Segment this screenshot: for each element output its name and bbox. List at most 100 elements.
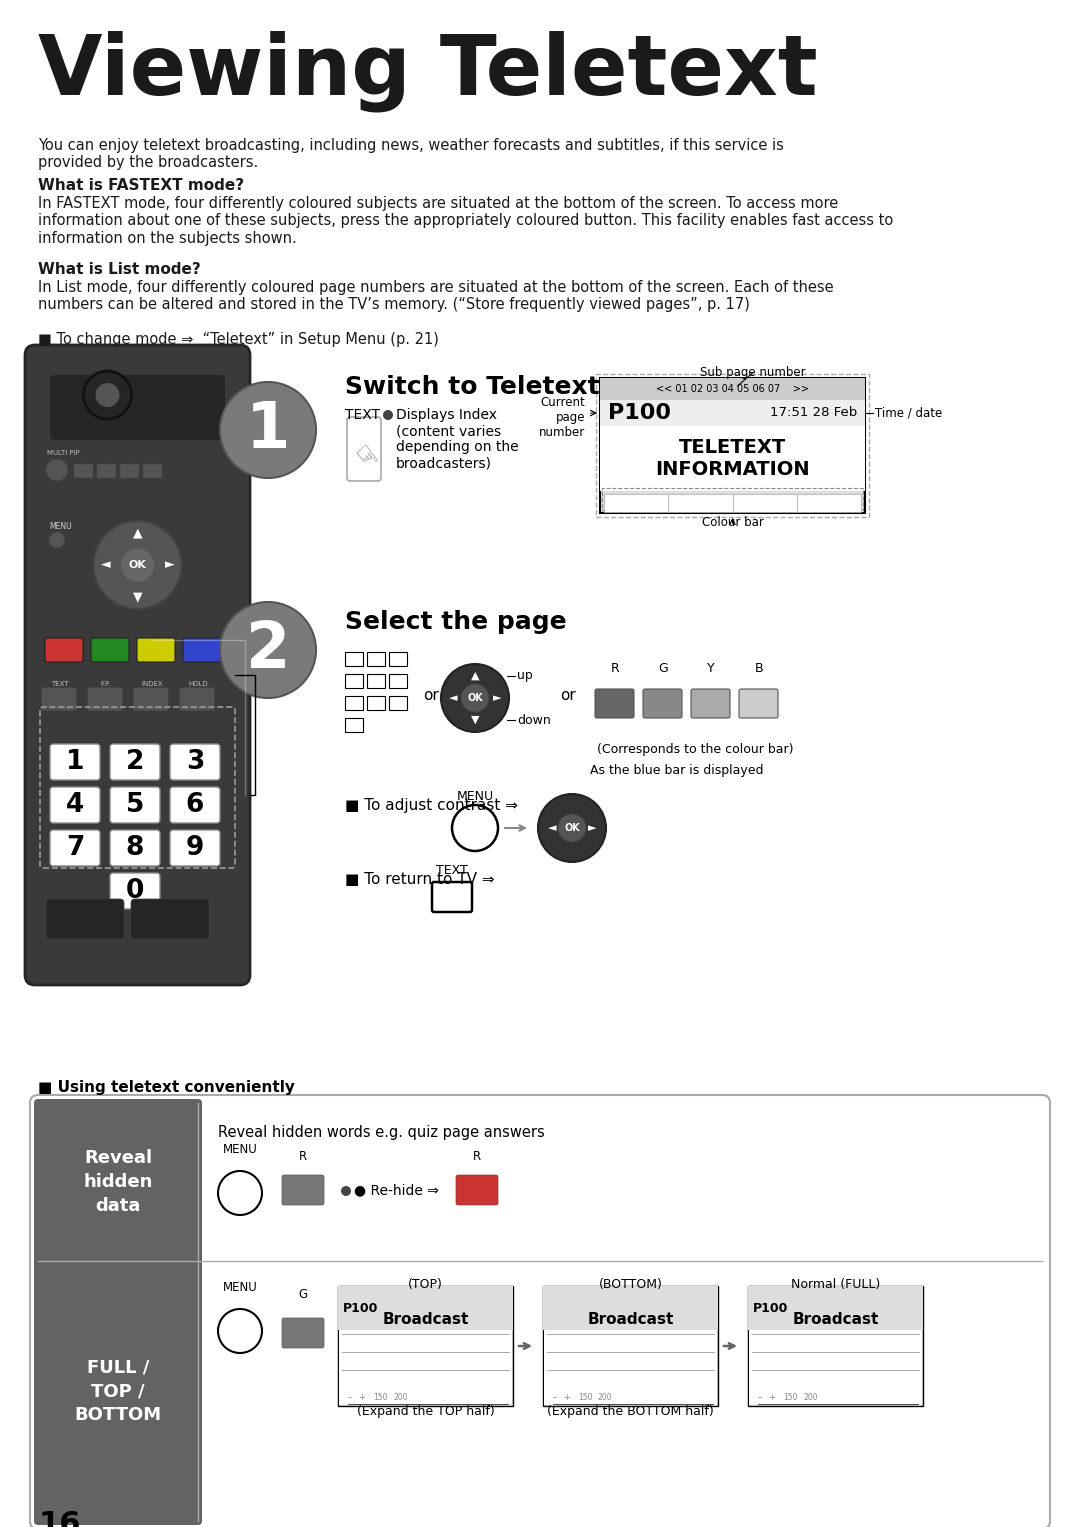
FancyBboxPatch shape bbox=[33, 1099, 202, 1264]
FancyBboxPatch shape bbox=[345, 696, 363, 710]
Circle shape bbox=[558, 814, 586, 841]
Text: 9: 9 bbox=[186, 835, 204, 861]
Text: 16: 16 bbox=[38, 1510, 81, 1527]
Text: TEXT: TEXT bbox=[51, 681, 69, 687]
Text: MENU: MENU bbox=[49, 522, 71, 531]
Text: 200: 200 bbox=[393, 1394, 407, 1402]
Text: Viewing Teletext: Viewing Teletext bbox=[38, 31, 818, 111]
Text: In FASTEXT mode, four differently coloured subjects are situated at the bottom o: In FASTEXT mode, four differently colour… bbox=[38, 195, 893, 246]
Text: 1: 1 bbox=[246, 399, 291, 461]
FancyBboxPatch shape bbox=[543, 1286, 718, 1406]
Text: Normal (FULL): Normal (FULL) bbox=[791, 1278, 880, 1290]
Text: 7: 7 bbox=[66, 835, 84, 861]
Text: +: + bbox=[563, 1394, 570, 1402]
Text: OK: OK bbox=[468, 693, 483, 702]
Text: Broadcast: Broadcast bbox=[793, 1313, 879, 1327]
FancyBboxPatch shape bbox=[282, 1318, 324, 1348]
Circle shape bbox=[461, 684, 489, 712]
FancyBboxPatch shape bbox=[134, 687, 168, 710]
Bar bbox=[600, 426, 865, 492]
Text: R: R bbox=[299, 1150, 307, 1164]
Text: ▲: ▲ bbox=[133, 527, 143, 539]
Text: INDEX: INDEX bbox=[141, 681, 163, 687]
Text: Displays Index
(content varies
depending on the
broadcasters): Displays Index (content varies depending… bbox=[396, 408, 518, 470]
Bar bbox=[604, 495, 669, 512]
Circle shape bbox=[220, 602, 316, 698]
Text: 200: 200 bbox=[598, 1394, 612, 1402]
FancyBboxPatch shape bbox=[389, 696, 407, 710]
Text: B: B bbox=[755, 663, 764, 675]
FancyBboxPatch shape bbox=[50, 744, 100, 780]
Text: down: down bbox=[517, 713, 551, 727]
Bar bbox=[543, 1286, 718, 1330]
Text: Colour bar: Colour bar bbox=[702, 516, 764, 528]
FancyBboxPatch shape bbox=[367, 696, 384, 710]
Text: You can enjoy teletext broadcasting, including news, weather forecasts and subti: You can enjoy teletext broadcasting, inc… bbox=[38, 137, 784, 171]
Text: G: G bbox=[298, 1287, 308, 1301]
Circle shape bbox=[453, 805, 498, 851]
Text: Sub page number: Sub page number bbox=[700, 366, 806, 379]
FancyBboxPatch shape bbox=[120, 464, 139, 478]
Text: FULL /
TOP /
BOTTOM: FULL / TOP / BOTTOM bbox=[75, 1359, 162, 1423]
Text: ■ To return to TV ⇒: ■ To return to TV ⇒ bbox=[345, 872, 495, 887]
Text: TELETEXT
INFORMATION: TELETEXT INFORMATION bbox=[656, 438, 810, 479]
Text: 150: 150 bbox=[578, 1394, 593, 1402]
Text: P100: P100 bbox=[343, 1301, 378, 1315]
Text: (Corresponds to the colour bar): (Corresponds to the colour bar) bbox=[597, 744, 794, 756]
Circle shape bbox=[383, 411, 393, 420]
Text: Current
page
number: Current page number bbox=[539, 395, 585, 438]
FancyBboxPatch shape bbox=[50, 376, 225, 440]
Text: ◄: ◄ bbox=[100, 559, 110, 571]
Text: 8: 8 bbox=[125, 835, 145, 861]
Circle shape bbox=[46, 460, 68, 481]
Circle shape bbox=[218, 1171, 262, 1215]
Bar bbox=[797, 495, 861, 512]
Text: 0: 0 bbox=[125, 878, 145, 904]
Text: ◄: ◄ bbox=[548, 823, 556, 834]
FancyBboxPatch shape bbox=[110, 786, 160, 823]
Text: ● Re-hide ⇒: ● Re-hide ⇒ bbox=[354, 1183, 438, 1197]
Text: HOLD: HOLD bbox=[188, 681, 207, 687]
Text: 4: 4 bbox=[66, 793, 84, 818]
Text: Time / date: Time / date bbox=[875, 406, 942, 420]
Text: ▼: ▼ bbox=[471, 715, 480, 725]
Text: 1: 1 bbox=[66, 750, 84, 776]
Text: OK: OK bbox=[564, 823, 580, 834]
FancyBboxPatch shape bbox=[131, 899, 210, 939]
Bar bbox=[669, 495, 732, 512]
Text: What is FASTEXT mode?: What is FASTEXT mode? bbox=[38, 179, 244, 192]
FancyBboxPatch shape bbox=[179, 687, 215, 710]
Text: (Expand the TOP half): (Expand the TOP half) bbox=[356, 1405, 495, 1419]
Text: (Expand the BOTTOM half): (Expand the BOTTOM half) bbox=[548, 1405, 714, 1419]
Text: 150: 150 bbox=[783, 1394, 797, 1402]
Circle shape bbox=[220, 382, 316, 478]
Text: Y: Y bbox=[707, 663, 715, 675]
FancyBboxPatch shape bbox=[110, 744, 160, 780]
Text: –: – bbox=[758, 1394, 762, 1402]
Text: F.P.: F.P. bbox=[100, 681, 111, 687]
Circle shape bbox=[341, 1186, 351, 1196]
FancyBboxPatch shape bbox=[30, 1095, 1050, 1527]
Text: MULTI PIP: MULTI PIP bbox=[48, 450, 80, 457]
Bar bbox=[338, 1286, 513, 1330]
FancyBboxPatch shape bbox=[691, 689, 730, 718]
Text: 6: 6 bbox=[186, 793, 204, 818]
FancyBboxPatch shape bbox=[389, 673, 407, 689]
FancyBboxPatch shape bbox=[183, 638, 221, 663]
Text: ☞: ☞ bbox=[346, 440, 382, 476]
FancyBboxPatch shape bbox=[170, 786, 220, 823]
FancyBboxPatch shape bbox=[456, 1174, 498, 1205]
Bar bbox=[600, 379, 865, 400]
Text: 2: 2 bbox=[125, 750, 145, 776]
Text: ▲: ▲ bbox=[471, 670, 480, 681]
Circle shape bbox=[121, 548, 154, 582]
Text: In List mode, four differently coloured page numbers are situated at the bottom : In List mode, four differently coloured … bbox=[38, 279, 834, 313]
FancyBboxPatch shape bbox=[739, 689, 778, 718]
FancyBboxPatch shape bbox=[367, 652, 384, 666]
Text: As the blue bar is displayed: As the blue bar is displayed bbox=[590, 764, 764, 777]
Circle shape bbox=[218, 1309, 262, 1353]
FancyBboxPatch shape bbox=[389, 652, 407, 666]
FancyBboxPatch shape bbox=[110, 873, 160, 909]
Text: P100: P100 bbox=[608, 403, 671, 423]
Text: 200: 200 bbox=[804, 1394, 818, 1402]
